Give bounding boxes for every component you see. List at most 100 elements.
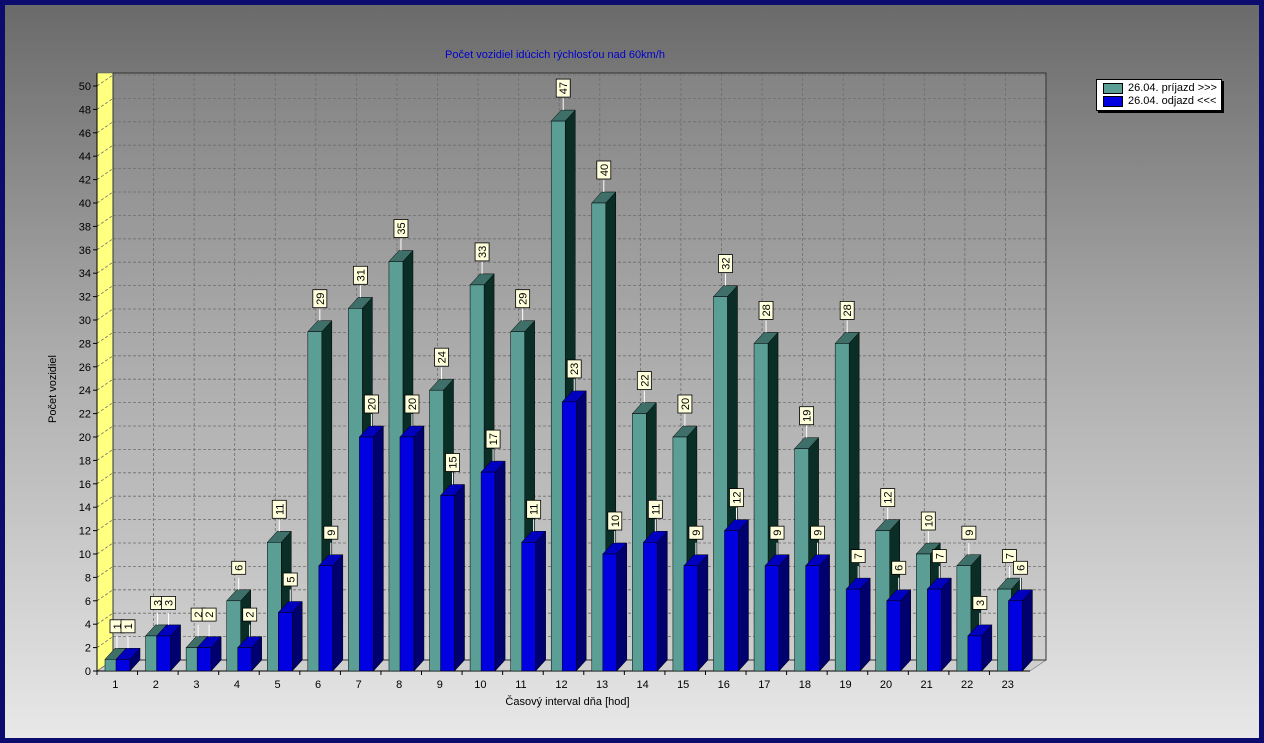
bar-front: [267, 542, 282, 672]
grid-line-side: [96, 495, 114, 508]
legend-label-arrival: 26.04. príjazd >>>: [1128, 82, 1217, 94]
bar: 2: [196, 607, 222, 672]
grid-line-side: [96, 566, 114, 578]
y-tick-label: 18: [79, 455, 91, 467]
data-label: 32: [718, 254, 733, 274]
grid-line-side: [96, 238, 114, 251]
data-label-text: 29: [518, 293, 530, 305]
data-label-box: [810, 525, 826, 540]
x-tick-label: 16: [718, 679, 730, 691]
x-tick-label: 3: [193, 679, 199, 691]
bar-front: [318, 565, 334, 672]
data-label: 9: [961, 525, 977, 540]
data-label-box: [474, 242, 490, 262]
x-tick-label: 6: [315, 679, 321, 691]
data-label-box: [729, 488, 744, 508]
grid-line-side: [96, 144, 114, 157]
y-tick-label: 4: [85, 619, 91, 631]
data-label-text: 6: [894, 565, 906, 571]
data-label-text: 10: [610, 515, 622, 527]
data-label-text: 12: [883, 491, 895, 503]
bar-front: [561, 401, 577, 672]
data-label: 10: [920, 511, 936, 531]
data-label-text: 9: [691, 530, 703, 536]
y-tick-label: 16: [79, 479, 91, 491]
data-label: 24: [434, 347, 449, 367]
data-label-text: 15: [448, 456, 460, 468]
data-label-text: 20: [366, 398, 378, 410]
grid-line-side: [96, 74, 114, 87]
bar-side: [941, 577, 952, 672]
data-label: 35: [393, 219, 409, 238]
plot-left-wall: [96, 72, 114, 672]
data-label-text: 12: [731, 491, 743, 503]
data-label-text: 6: [234, 565, 246, 571]
data-label-box: [120, 619, 136, 634]
data-label: 9: [688, 525, 704, 540]
data-label-box: [636, 371, 652, 391]
grid-line-side: [96, 285, 114, 297]
bar-front: [834, 343, 850, 672]
bar-side: [575, 390, 587, 672]
data-label-text: 33: [477, 246, 489, 258]
grid-line-side: [96, 589, 114, 602]
x-tick-label: 1: [112, 679, 118, 691]
data-label-box: [880, 488, 896, 508]
y-tick-label: 22: [79, 409, 91, 421]
bar: 11: [521, 499, 547, 672]
bar-front: [886, 600, 901, 672]
y-tick-label: 46: [79, 128, 91, 140]
data-label-text: 23: [569, 363, 581, 375]
grid-line-side: [96, 402, 114, 414]
grid-line-side: [96, 308, 114, 321]
bar-front: [753, 343, 769, 672]
y-tick-label: 12: [79, 526, 91, 538]
data-label: 6: [1013, 560, 1028, 575]
data-label-box: [961, 525, 977, 540]
data-label: 9: [810, 525, 826, 540]
bar: 9: [764, 525, 790, 672]
grid-line-side: [96, 168, 114, 180]
data-label-box: [526, 499, 542, 519]
data-label-box: [323, 525, 339, 540]
data-label-box: [242, 607, 258, 622]
y-tick-label: 14: [79, 502, 91, 514]
data-label-text: 31: [355, 269, 367, 281]
bar: 3: [967, 596, 993, 672]
data-label-box: [363, 394, 379, 414]
data-label-box: [485, 429, 501, 449]
bar-front: [156, 635, 171, 672]
y-tick-label: 50: [79, 81, 91, 93]
bar: 2: [237, 607, 263, 672]
data-label-text: 20: [407, 398, 419, 410]
data-label: 5: [282, 572, 298, 587]
data-label-box: [920, 511, 936, 531]
data-label-box: [758, 300, 774, 320]
y-tick-label: 24: [79, 385, 91, 397]
bar-side: [332, 554, 344, 672]
x-tick-label: 19: [839, 679, 851, 691]
bar-front: [550, 120, 566, 672]
data-label-text: 20: [680, 398, 692, 410]
bar-front: [805, 565, 820, 672]
data-label-text: 7: [934, 553, 946, 559]
bar-side: [859, 577, 871, 672]
bar: 20: [399, 394, 425, 672]
data-label-text: 2: [204, 612, 216, 618]
data-label: 20: [404, 394, 420, 414]
x-tick-label: 8: [396, 679, 402, 691]
bar: 5: [277, 572, 303, 672]
bar: 1: [115, 619, 141, 672]
data-label-text: 9: [964, 530, 976, 536]
data-label-box: [1002, 549, 1017, 563]
grid-line-side: [96, 121, 114, 134]
data-label-text: 2: [193, 612, 205, 618]
data-label: 6: [231, 560, 247, 575]
bar: 23: [561, 359, 587, 672]
x-tick-label: 15: [677, 679, 689, 691]
bar: 11: [642, 499, 668, 672]
data-label-box: [566, 359, 582, 379]
bar-front: [440, 495, 455, 672]
data-label-box: [282, 572, 298, 587]
bar-front: [956, 565, 972, 672]
